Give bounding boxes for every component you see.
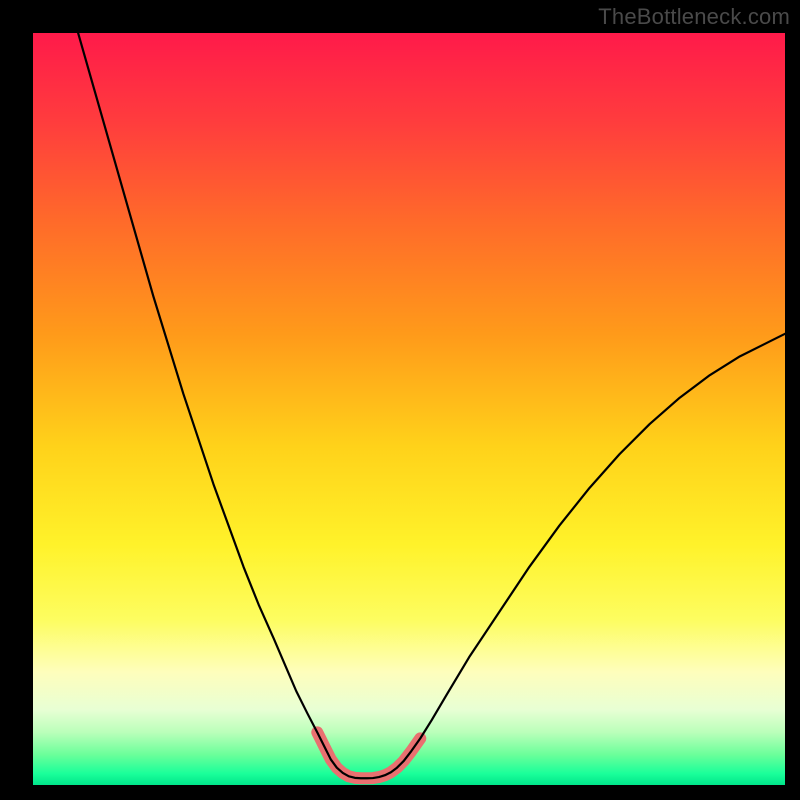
chart-background [33, 33, 785, 785]
chart-svg [33, 33, 785, 785]
watermark-text: TheBottleneck.com [598, 4, 790, 30]
chart-plot-area [33, 33, 785, 785]
